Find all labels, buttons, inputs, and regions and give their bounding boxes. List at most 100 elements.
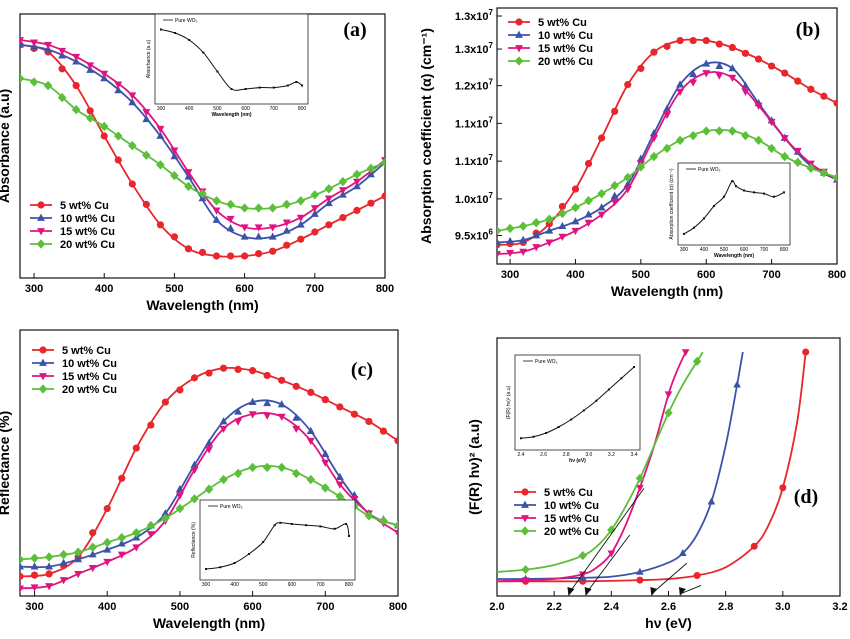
data-point [254,232,263,240]
inset-legend-label: Pure WO₃ [698,167,721,173]
data-point [117,532,127,543]
extrapolation-arrowhead [650,587,658,596]
data-point [114,156,122,164]
extrapolation-line [679,585,702,595]
y-axis-title: Absorption coefficient (α) (cm⁻¹) [418,28,434,244]
data-point [636,162,646,172]
inset-tick-label: 600 [288,582,297,588]
data-point [750,542,758,550]
data-point [367,199,375,207]
y-tick-label: 9.5x106 [455,227,494,242]
data-point [558,202,566,211]
data-point [131,528,141,538]
data-point [320,483,330,493]
data-point [296,220,305,228]
inset-legend-label: Pure WO₃ [535,359,558,365]
data-point [71,104,81,115]
x-tick-label: 500 [165,283,183,295]
data-point [73,547,83,557]
inset-point [247,553,250,555]
data-point [607,525,616,535]
data-point [156,221,164,229]
data-point [394,529,398,538]
data-point [689,79,698,87]
inset-axis-title: hν (eV) [569,458,586,464]
data-point [306,474,316,485]
extrapolation-arrowhead [567,587,575,596]
inset-point [693,226,695,229]
data-point [170,170,179,181]
data-point [190,374,199,382]
inset-point [160,28,162,31]
data-point [234,407,243,415]
data-point [128,92,137,100]
data-point [254,203,263,213]
data-point [728,43,736,52]
data-point [623,172,633,183]
inset-tick-label: 800 [780,247,789,253]
inset-legend-label: Pure WO₃ [220,504,243,510]
y-tick-label: 1.3x107 [455,41,494,56]
x-tick-label: 600 [697,269,715,281]
data-point [277,462,287,473]
data-point [184,169,193,177]
data-point [219,425,228,434]
panel-b: 300 400 500 600 700 800 9.5x106 1.0x107 1.1x107 1… [418,7,846,299]
data-point [240,232,249,240]
data-point [156,131,165,139]
data-point [114,81,123,89]
inset-point [333,527,336,530]
legend-label: 5 wt% Cu [538,17,587,29]
data-point [578,551,587,561]
data-point [518,221,528,231]
data-point [146,520,156,531]
data-point [100,132,108,140]
inset-tick-label: 400 [185,106,194,112]
inset-frame [514,354,641,451]
inset-point [557,426,560,428]
data-point [610,191,619,199]
inset: Pure WO₃ 2.4 2.6 2.8 3.0 3.2 3.4 hν (eV) (F(R) h… [506,354,641,464]
x-tick-label: 2.0 [489,601,504,613]
data-point [506,236,515,245]
data-point [147,421,155,429]
legend-label: 10 wt% Cu [60,213,115,225]
data-point [59,549,68,560]
data-point [324,195,333,203]
data-point [44,552,54,562]
data-point [212,252,221,260]
series-line-3 [497,351,687,583]
series-group [497,348,810,585]
data-point [310,209,319,217]
data-point [89,529,97,537]
inset-point [532,435,535,438]
y-tick-label: 1.1x107 [455,153,494,168]
data-point [103,504,111,513]
inset-frame [199,499,356,581]
data-point [636,484,644,492]
legend-marker [515,45,523,53]
x-tick-label: 400 [98,601,116,613]
data-point [234,365,242,374]
inset-point [273,524,276,527]
data-point [610,180,620,191]
x-tick-label: 800 [389,601,407,613]
data-point [234,418,243,426]
inset-tick-label: 500 [259,582,268,588]
inset-tick-label: 600 [241,106,250,112]
data-point [219,364,228,372]
data-point [688,131,698,141]
data-point [664,391,673,399]
legend-marker [515,18,523,26]
data-point [29,77,39,87]
y-tick-label: 1.2x107 [455,78,494,93]
data-point [379,427,388,435]
data-point [394,437,398,445]
data-point [248,397,257,405]
inset: Pure WO₃ 300 400 500 600 700 800 Wavelength (nm… [669,162,791,259]
legend-label: 15 wt% Cu [538,43,593,55]
inset-point [735,185,737,188]
data-point [802,348,810,356]
data-point [20,562,24,570]
data-point [44,41,53,50]
